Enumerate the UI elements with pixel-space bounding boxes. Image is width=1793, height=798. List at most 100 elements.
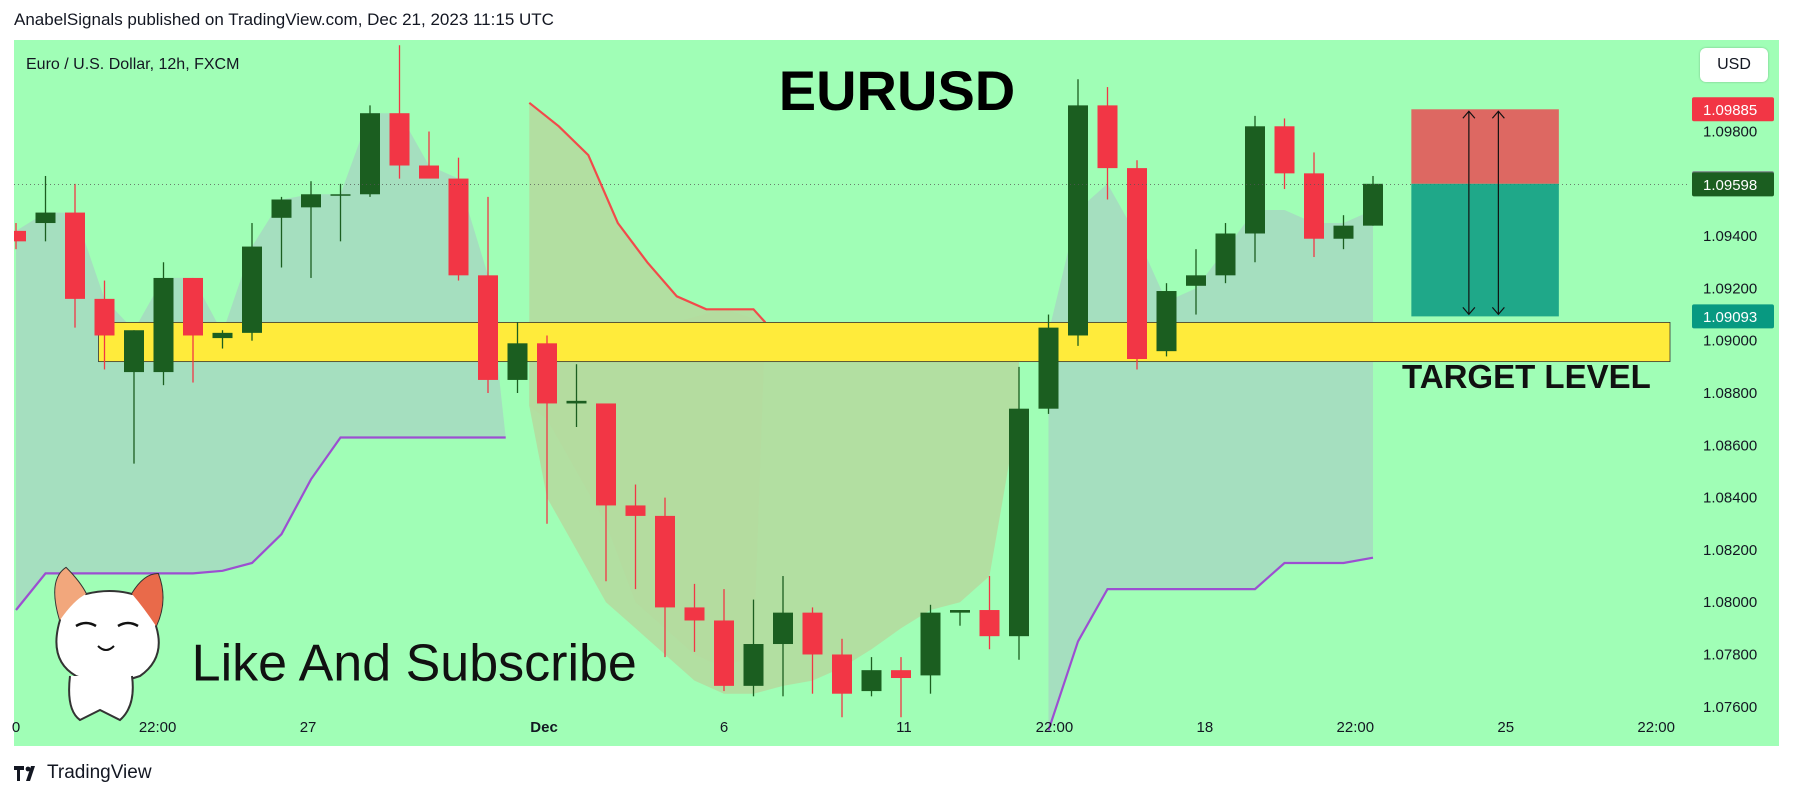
candle[interactable] — [1274, 118, 1295, 190]
time-tick-label: 18 — [1197, 719, 1214, 736]
cat-eye-right — [117, 621, 139, 628]
candle-body — [832, 654, 852, 694]
candle-body — [1215, 233, 1236, 276]
candle-body — [1363, 183, 1383, 226]
candle[interactable] — [1363, 175, 1383, 226]
candle[interactable] — [1068, 79, 1088, 346]
candle[interactable] — [743, 599, 764, 697]
cat-eye-left — [75, 621, 97, 628]
candle[interactable] — [714, 589, 734, 692]
candle[interactable] — [1245, 115, 1265, 263]
candle[interactable] — [6, 223, 26, 250]
candle[interactable] — [1186, 249, 1206, 315]
candle[interactable] — [655, 497, 675, 658]
candle[interactable] — [1156, 283, 1177, 357]
time-tick-label: 22:00 — [1637, 719, 1675, 736]
currency-button[interactable]: USD — [1700, 48, 1768, 82]
candle[interactable] — [389, 45, 410, 179]
candle[interactable] — [1038, 314, 1059, 414]
candle[interactable] — [478, 196, 498, 393]
target-zone[interactable] — [98, 321, 1671, 363]
candle[interactable] — [153, 262, 174, 386]
candle[interactable] — [183, 277, 203, 383]
cat-mouth — [97, 645, 115, 651]
candle-body — [1304, 173, 1324, 239]
candle-body — [1038, 327, 1059, 409]
chart-title: EURUSD — [779, 59, 1015, 122]
candle[interactable] — [1009, 366, 1029, 660]
candle[interactable] — [891, 657, 911, 718]
candle-body — [94, 298, 115, 336]
candle[interactable] — [360, 105, 380, 197]
stop-loss-box[interactable] — [1411, 109, 1559, 184]
target-level-annotation: TARGET LEVEL — [1402, 358, 1651, 395]
candle[interactable] — [684, 583, 705, 652]
candle-body — [1186, 275, 1206, 286]
candle-body — [655, 515, 675, 608]
candle[interactable] — [1097, 87, 1118, 200]
take-profit-box[interactable] — [1411, 183, 1559, 317]
candle[interactable] — [920, 604, 941, 694]
cat-mascot-icon — [54, 566, 164, 722]
plot-area[interactable] — [6, 45, 1671, 731]
candle-body — [183, 277, 203, 336]
candle[interactable] — [124, 330, 144, 464]
candle[interactable] — [832, 638, 852, 718]
time-tick-label: 22:00 — [1337, 719, 1375, 736]
candle[interactable] — [625, 484, 646, 590]
time-tick-label: 11 — [896, 719, 912, 736]
tradingview-brand[interactable]: TradingView — [14, 762, 152, 784]
candle-body — [1127, 168, 1147, 360]
candle[interactable] — [301, 181, 321, 278]
candle[interactable] — [330, 183, 351, 242]
candle-body — [242, 246, 262, 333]
measure-arrow-head-down — [1491, 306, 1505, 316]
candle[interactable] — [448, 157, 469, 281]
candle-body — [212, 332, 233, 339]
price-label-target: 1.09093 — [1692, 304, 1774, 329]
candle[interactable] — [950, 610, 970, 626]
candle[interactable] — [35, 175, 56, 242]
candle[interactable] — [507, 322, 528, 393]
candle-body — [802, 612, 823, 655]
price-label-bg — [1692, 97, 1774, 122]
candle-body — [1245, 126, 1265, 234]
candle[interactable] — [802, 607, 823, 694]
candle[interactable] — [861, 657, 882, 697]
candle-body — [625, 505, 646, 516]
candle[interactable] — [1333, 215, 1354, 250]
candle[interactable] — [1304, 152, 1324, 258]
candle[interactable] — [419, 131, 439, 179]
candle[interactable] — [773, 576, 793, 697]
measure-arrow-head-down — [1462, 306, 1476, 316]
price-tick-label: 1.08000 — [1703, 594, 1757, 611]
candle[interactable] — [242, 223, 262, 341]
time-tick-label: 22:00 — [1036, 719, 1074, 736]
candle[interactable] — [979, 576, 1000, 650]
price-label-text: 1.09885 — [1703, 102, 1757, 119]
candle-body — [153, 277, 174, 373]
candle[interactable] — [596, 403, 616, 582]
price-label-last: 1.09598 — [1692, 172, 1774, 197]
candle[interactable] — [1215, 223, 1236, 284]
candle[interactable] — [1127, 160, 1147, 370]
candle[interactable] — [537, 335, 557, 524]
candle-body — [330, 194, 351, 196]
price-label-bg — [1692, 304, 1774, 329]
candle[interactable] — [212, 330, 233, 349]
candle-body — [950, 610, 970, 613]
candle-body — [65, 212, 85, 299]
candle[interactable] — [94, 280, 115, 370]
candle[interactable] — [65, 183, 85, 328]
measure-arrow-head-up — [1491, 110, 1505, 119]
measure-arrow-head-up — [1462, 110, 1476, 119]
cloud-upper-line — [528, 101, 767, 324]
candle[interactable] — [566, 364, 587, 427]
time-tick-label: Dec — [530, 719, 558, 736]
candle[interactable] — [271, 196, 292, 268]
price-tick-label: 1.07800 — [1703, 646, 1757, 663]
time-tick-label: 0 — [12, 719, 20, 736]
candle-body — [920, 612, 941, 676]
publisher-line: AnabelSignals published on TradingView.c… — [14, 10, 554, 29]
